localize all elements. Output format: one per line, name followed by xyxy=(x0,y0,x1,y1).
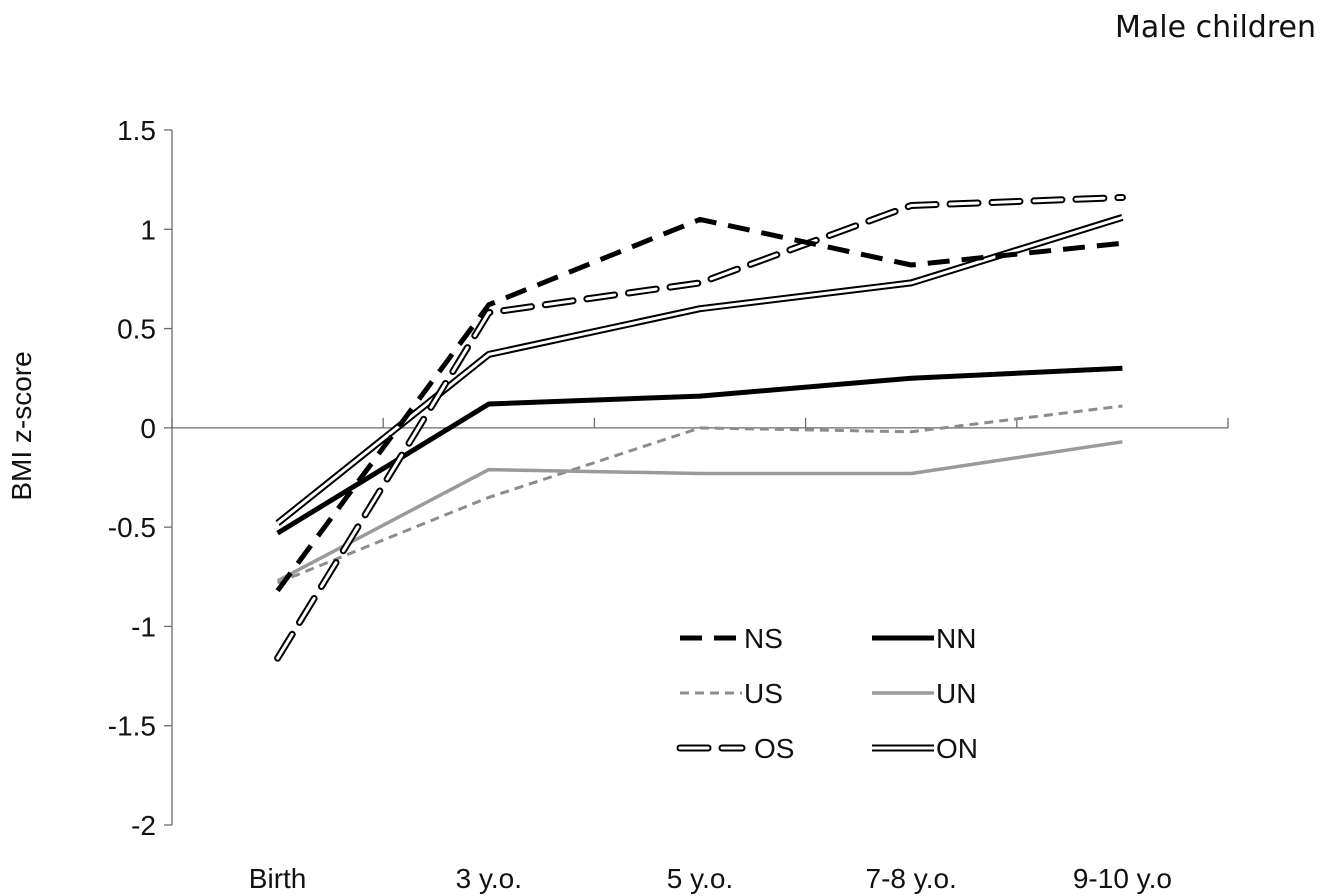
series-line-os-inner xyxy=(276,196,1124,660)
y-tick-label: 1 xyxy=(140,214,156,245)
chart-title: Male children xyxy=(1115,10,1316,45)
legend-label-on: ON xyxy=(936,733,978,764)
legend-label-us: US xyxy=(744,678,783,709)
y-tick-label: -2 xyxy=(131,810,156,841)
y-tick-label: -1.5 xyxy=(108,711,156,742)
x-tick-label: 3 y.o. xyxy=(456,863,522,894)
series-line-us xyxy=(277,404,1123,585)
x-tick-label: Birth xyxy=(249,863,307,894)
legend-label-nn: NN xyxy=(936,623,976,654)
legend-label-ns: NS xyxy=(744,623,783,654)
series-line-ns xyxy=(275,216,1123,593)
series-line-nn xyxy=(276,365,1123,536)
y-tick-label: -1 xyxy=(131,611,156,642)
series-line-on xyxy=(275,214,1124,526)
legend-label-un: UN xyxy=(936,678,976,709)
y-tick-label: 0 xyxy=(140,413,156,444)
legend-label-os: OS xyxy=(754,733,794,764)
y-tick-label: 0.5 xyxy=(117,314,156,345)
y-tick-label: -0.5 xyxy=(108,512,156,543)
series-line-on-inner xyxy=(276,215,1123,525)
y-tick-label: 1.5 xyxy=(117,115,156,146)
series-line-un xyxy=(276,440,1123,583)
x-tick-label: 9-10 y.o xyxy=(1073,863,1172,894)
x-tick-label: 5 y.o. xyxy=(667,863,733,894)
x-tick-label: 7-8 y.o. xyxy=(866,863,957,894)
